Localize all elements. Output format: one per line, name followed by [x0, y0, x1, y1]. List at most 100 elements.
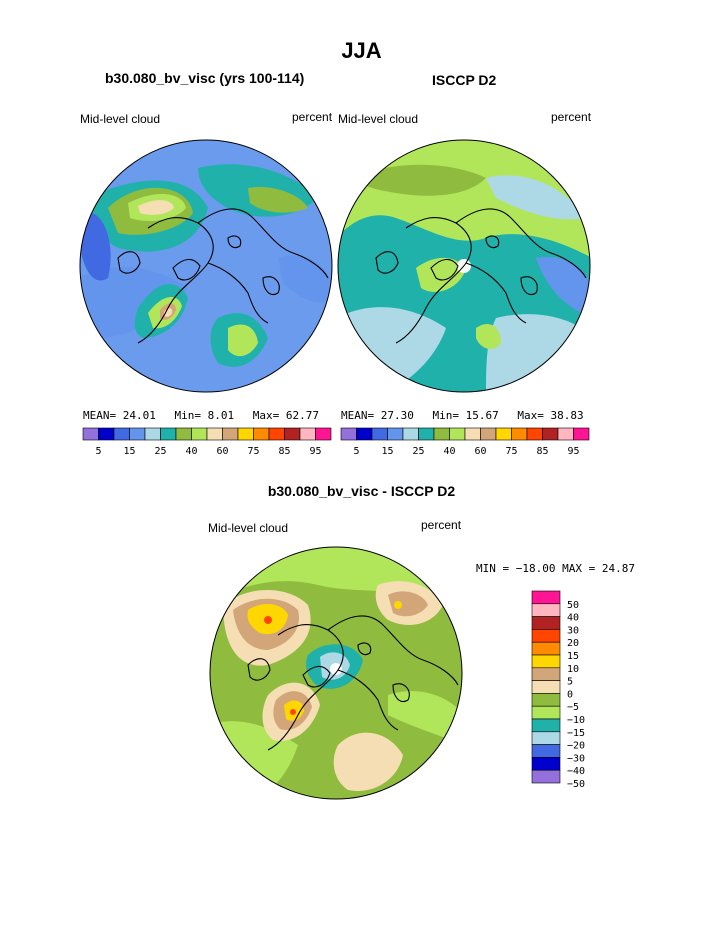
right-colorbar-tick-label: 95 [567, 446, 579, 457]
left-colorbar-swatch [206, 427, 223, 441]
right-colorbar-swatch [371, 427, 388, 441]
diff-colorbar-swatch [531, 744, 561, 758]
right-colorbar-tick-label: 15 [381, 446, 393, 457]
left-colorbar-swatch [222, 427, 239, 441]
left-colorbar-swatch [98, 427, 115, 441]
diff-colorbar-tick-label: −30 [567, 753, 585, 764]
right-colorbar: 5 15 25 40 60 75 85 95 [340, 427, 590, 457]
right-colorbar-tick-label: 25 [412, 446, 424, 457]
right-min-label: Min= [432, 409, 460, 422]
left-colorbar-tick-label: 40 [185, 446, 197, 457]
right-colorbar-swatch [495, 427, 512, 441]
left-panel-variable-label: Mid-level cloud [80, 112, 161, 126]
right-colorbar-tick-label: 40 [443, 446, 455, 457]
left-colorbar-tick-label: 95 [309, 446, 321, 457]
right-colorbar-swatch [402, 427, 419, 441]
diff-colorbar-tick-label: −50 [567, 779, 585, 790]
left-max-value: 62.77 [285, 409, 319, 422]
diff-colorbar-tick-label: 5 [567, 677, 573, 688]
right-stats: MEAN= 27.30 Min= 15.67 Max= 38.83 [341, 409, 584, 422]
diff-colorbar-tick-label: −10 [567, 715, 585, 726]
left-colorbar-swatch [144, 427, 161, 441]
diff-panel-units-label: percent [421, 518, 462, 532]
left-colorbar-swatch [113, 427, 130, 441]
left-colorbar-swatch [284, 427, 301, 441]
right-panel-units-label: percent [551, 110, 592, 124]
left-colorbar-swatch [191, 427, 208, 441]
right-colorbar-swatch [480, 427, 497, 441]
left-colorbar-tick-label: 25 [154, 446, 166, 457]
diff-min-max: MIN = −18.00 MAX = 24.87 [476, 562, 635, 575]
right-colorbar-swatch [511, 427, 528, 441]
right-colorbar-tick-label: 85 [536, 446, 548, 457]
right-mean-value: 27.30 [380, 409, 414, 422]
diff-colorbar-swatch [531, 769, 561, 784]
right-colorbar-swatch [542, 427, 559, 441]
diff-colorbar-tick-label: −15 [567, 728, 585, 739]
diff-colorbar-swatch [531, 731, 561, 745]
diff-colorbar-swatch [531, 680, 561, 694]
right-colorbar-swatch [526, 427, 543, 441]
left-colorbar-tick-label: 15 [123, 446, 135, 457]
left-mean-label: MEAN= [83, 409, 117, 422]
left-colorbar: 5 15 25 40 60 75 85 95 [82, 427, 332, 457]
diff-colorbar-swatch [531, 629, 561, 643]
right-colorbar-swatch [356, 427, 373, 441]
diff-colorbar-tick-label: 15 [567, 651, 579, 662]
diff-colorbar-swatch [531, 718, 561, 733]
right-colorbar-swatch [557, 427, 574, 441]
diff-polar-map [209, 546, 463, 800]
diff-colorbar-tick-label: −5 [567, 702, 579, 713]
right-colorbar-tick-label: 5 [353, 446, 359, 457]
right-colorbar-swatch [433, 427, 450, 441]
left-min-value: 8.01 [207, 409, 235, 422]
diff-colorbar-swatch [531, 705, 561, 720]
left-colorbar-swatch [175, 427, 192, 441]
left-colorbar-swatch [315, 427, 332, 441]
right-colorbar-swatch [387, 427, 404, 441]
diff-colorbar-tick-label: 20 [567, 638, 579, 649]
left-colorbar-swatch [253, 427, 270, 441]
left-colorbar-swatch [237, 427, 254, 441]
right-colorbar-swatch [573, 427, 590, 441]
right-panel-title: ISCCP D2 [432, 72, 497, 88]
right-max-value: 38.83 [550, 409, 584, 422]
left-colorbar-tick-label: 85 [278, 446, 290, 457]
right-min-value: 15.67 [465, 409, 499, 422]
right-colorbar-swatch [418, 427, 435, 441]
diff-colorbar-swatch [531, 590, 561, 605]
left-colorbar-swatch [82, 427, 99, 441]
left-panel-units-label: percent [292, 110, 333, 124]
right-polar-map [337, 139, 591, 393]
left-colorbar-tick-label: 75 [247, 446, 259, 457]
left-colorbar-tick-label: 60 [216, 446, 228, 457]
right-colorbar-tick-label: 75 [505, 446, 517, 457]
diff-panel-title: b30.080_bv_visc - ISCCP D2 [267, 483, 456, 499]
right-colorbar-swatch [449, 427, 466, 441]
left-colorbar-tick-label: 5 [95, 446, 101, 457]
page-title: JJA [341, 38, 382, 63]
diff-colorbar-swatch [531, 616, 561, 630]
diff-colorbar-tick-label: 30 [567, 625, 579, 636]
right-colorbar-swatch [340, 427, 357, 441]
left-max-label: Max= [252, 409, 280, 422]
diff-panel-variable-label: Mid-level cloud [208, 521, 289, 535]
diff-colorbar-tick-label: −20 [567, 741, 585, 752]
left-min-label: Min= [174, 409, 202, 422]
right-mean-label: MEAN= [341, 409, 375, 422]
diff-colorbar-swatch [531, 603, 561, 617]
right-panel-variable-label: Mid-level cloud [338, 112, 419, 126]
diff-colorbar-swatch [531, 641, 561, 656]
diff-colorbar-swatch [531, 654, 561, 669]
diff-colorbar-tick-label: 50 [567, 600, 579, 611]
diff-colorbar-tick-label: −40 [567, 766, 585, 777]
left-mean-value: 24.01 [122, 409, 156, 422]
left-colorbar-swatch [160, 427, 177, 441]
diff-colorbar-swatch [531, 757, 561, 771]
left-stats: MEAN= 24.01 Min= 8.01 Max= 62.77 [83, 409, 319, 422]
diff-colorbar-swatch [531, 693, 561, 707]
right-colorbar-tick-label: 60 [474, 446, 486, 457]
left-colorbar-swatch [299, 427, 316, 441]
diff-colorbar-tick-label: 40 [567, 613, 579, 624]
